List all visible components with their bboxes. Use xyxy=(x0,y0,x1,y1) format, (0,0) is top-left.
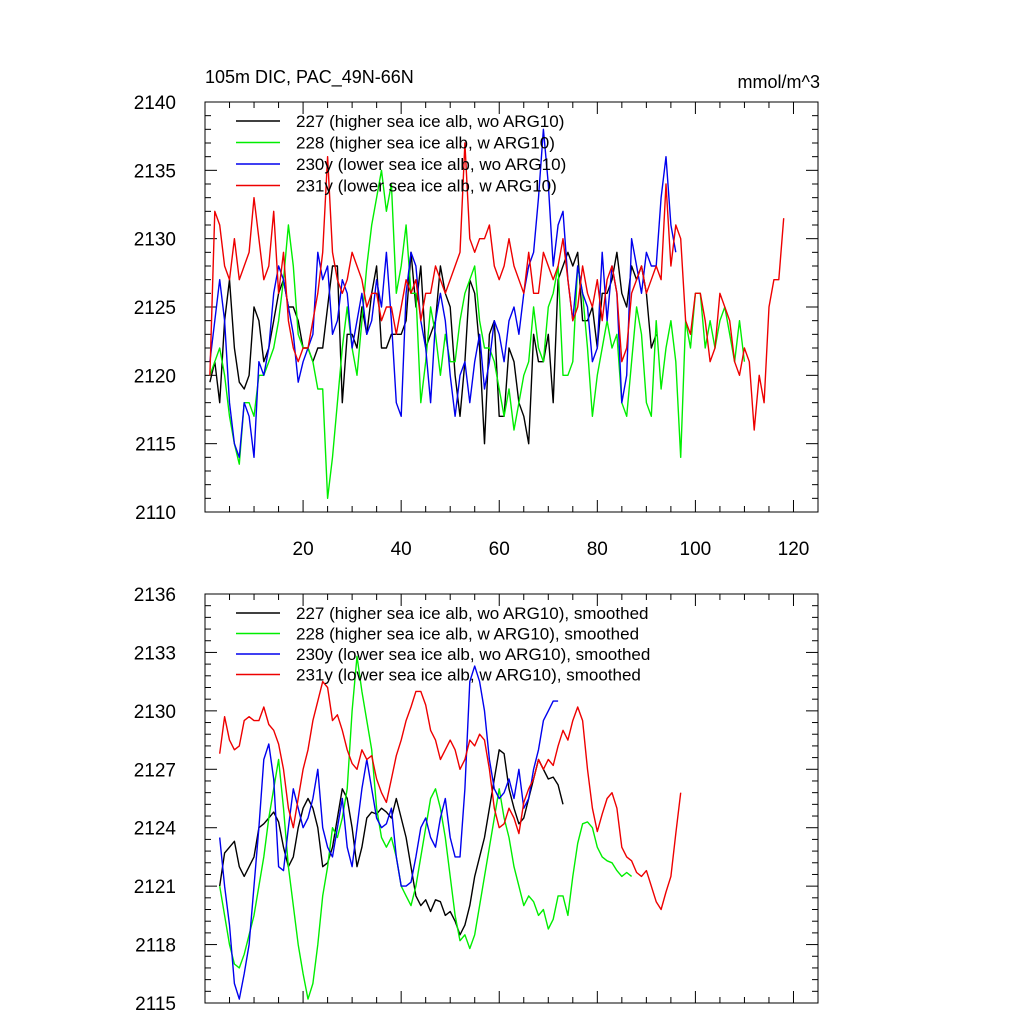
chart-title: 105m DIC, PAC_49N-66N xyxy=(205,67,414,88)
y-tick-label: 2140 xyxy=(134,93,176,114)
y-tick-label: 2121 xyxy=(134,877,176,898)
series-line-1 xyxy=(209,169,746,499)
x-tick-label: 100 xyxy=(680,539,712,560)
y-tick-label: 2135 xyxy=(134,161,176,182)
legend-label: 231y (lower sea ice alb, w ARG10), smoot… xyxy=(296,666,641,685)
top-chart: 2110 2115 2120 2125 2130 2135 2140 20 40 60 80 100 1… xyxy=(134,67,820,560)
x-tick-label: 80 xyxy=(587,539,608,560)
legend-label: 230y (lower sea ice alb, wo ARG10), smoo… xyxy=(296,645,650,664)
y-tick-label: 2136 xyxy=(134,585,176,606)
y-tick-label: 2133 xyxy=(134,643,176,664)
y-tick-label: 2118 xyxy=(135,936,176,957)
y-tick-label: 2124 xyxy=(134,819,177,840)
legend-label: 227 (higher sea ice alb, wo ARG10), smoo… xyxy=(296,604,648,623)
bottom-chart: 2115 2118 2121 2124 2127 2130 2133 2136 227 (hig… xyxy=(134,585,819,1015)
y-tick-label: 2127 xyxy=(134,760,176,781)
y-tick-label: 2125 xyxy=(134,298,176,319)
y-tick-label: 2130 xyxy=(134,702,176,723)
legend-label: 228 (higher sea ice alb, w ARG10), smoot… xyxy=(296,625,639,644)
legend-label: 227 (higher sea ice alb, wo ARG10) xyxy=(296,112,564,131)
series-line-2 xyxy=(219,665,559,1000)
series-line-3 xyxy=(209,142,785,431)
legend-label: 230y (lower sea ice alb, wo ARG10) xyxy=(296,155,566,174)
y-tick-label: 2120 xyxy=(134,366,176,387)
x-tick-label: 20 xyxy=(293,539,314,560)
y-tick-label: 2110 xyxy=(135,503,176,524)
y-tick-label: 2130 xyxy=(134,230,176,251)
plot-frame xyxy=(204,593,819,1004)
x-tick-label: 120 xyxy=(778,539,810,560)
x-tick-label: 60 xyxy=(489,539,510,560)
series-line-0 xyxy=(219,749,564,936)
legend-label: 231y (lower sea ice alb, w ARG10) xyxy=(296,177,557,196)
y-tick-label: 2115 xyxy=(135,435,176,456)
series-line-3 xyxy=(219,680,682,911)
legend-label: 228 (higher sea ice alb, w ARG10) xyxy=(296,134,555,153)
y-tick-label: 2115 xyxy=(135,994,176,1015)
x-tick-label: 40 xyxy=(391,539,412,560)
series-line-1 xyxy=(219,655,633,1000)
units-label: mmol/m^3 xyxy=(738,72,820,92)
